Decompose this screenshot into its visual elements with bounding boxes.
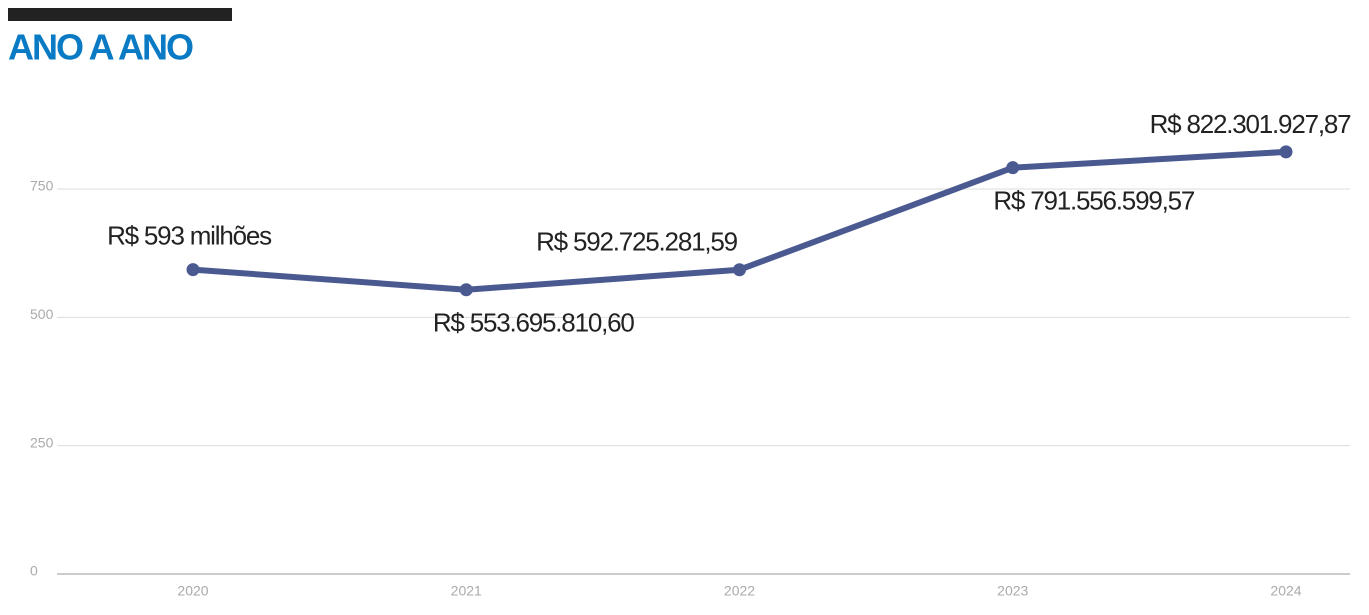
- x-tick-label: 2020: [177, 583, 208, 599]
- data-label: R$ 822.301.927,87: [1150, 109, 1352, 139]
- data-label: R$ 553.695.810,60: [433, 308, 635, 338]
- data-label: R$ 592.725.281,59: [536, 227, 738, 257]
- chart-title: ANO A ANO: [8, 27, 193, 68]
- x-tick-label: 2023: [997, 583, 1028, 599]
- data-label: R$ 593 milhões: [107, 220, 272, 250]
- y-tick-label: 500: [30, 306, 54, 322]
- x-tick-label: 2021: [451, 583, 482, 599]
- y-tick-label: 250: [30, 434, 54, 450]
- point: [1006, 161, 1020, 175]
- data-label: R$ 791.556.599,57: [993, 186, 1195, 216]
- y-tick-label: 0: [30, 563, 38, 579]
- x-tick-label: 2024: [1270, 583, 1301, 599]
- point: [1279, 145, 1293, 159]
- title-bar: [8, 8, 232, 21]
- point: [186, 263, 200, 277]
- point: [733, 263, 746, 277]
- x-tick-label: 2022: [724, 583, 755, 599]
- point: [459, 283, 473, 297]
- y-tick-label: 750: [30, 178, 54, 194]
